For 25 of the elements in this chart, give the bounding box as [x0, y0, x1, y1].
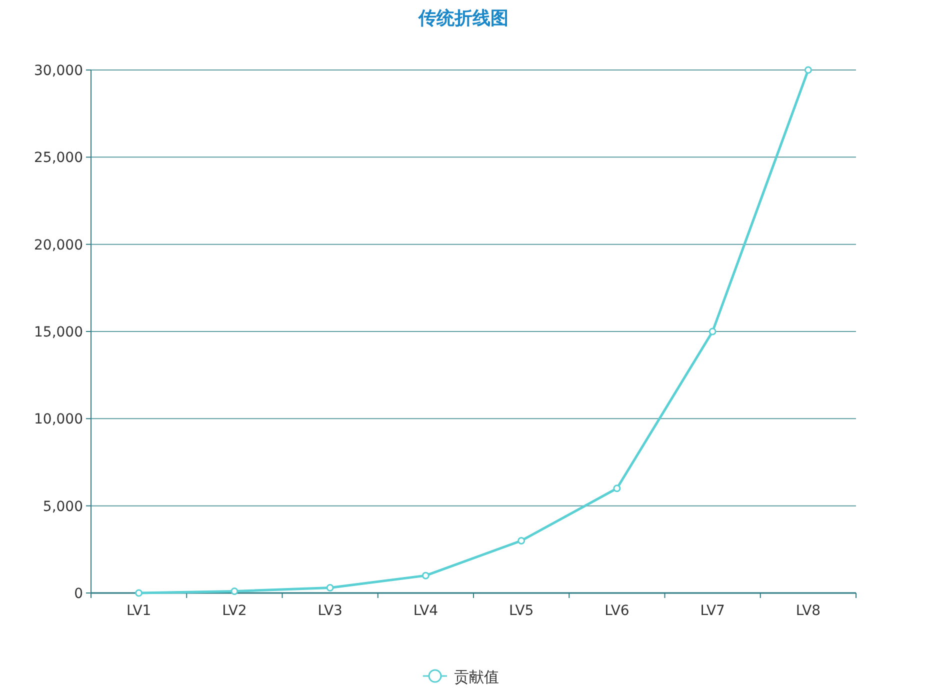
y-tick-label: 5,000: [42, 498, 83, 515]
y-tick-label: 30,000: [34, 63, 83, 79]
x-tick-label: LV3: [318, 603, 342, 619]
x-tick-label: LV4: [413, 603, 438, 619]
point: [613, 484, 621, 492]
y-tick-label: 0: [74, 586, 83, 602]
point: [230, 588, 238, 596]
chart-title: 传统折线图: [418, 8, 508, 29]
y-tick-label: 10,000: [34, 412, 83, 428]
point: [804, 66, 812, 74]
y-tick-label: 25,000: [34, 150, 83, 166]
x-tick-label: LV1: [126, 603, 152, 619]
point: [422, 572, 430, 580]
y-tick-label: 15,000: [34, 324, 83, 340]
y-tick-label: 20,000: [34, 237, 83, 254]
point: [326, 584, 334, 592]
x-tick-label: LV8: [796, 603, 821, 619]
x-tick-label: LV2: [222, 603, 247, 619]
legend-label: 贡献值: [454, 668, 499, 686]
x-tick-label: LV7: [700, 603, 725, 619]
x-tick-label: LV6: [604, 603, 630, 619]
point: [708, 328, 716, 336]
x-tick-label: LV5: [508, 603, 534, 619]
point: [518, 536, 526, 544]
point: [135, 589, 143, 597]
